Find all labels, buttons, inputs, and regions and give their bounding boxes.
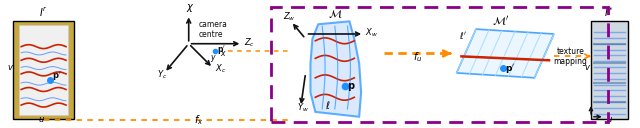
Text: $\ell'$: $\ell'$ bbox=[458, 30, 467, 41]
Text: $\mathbf{p}$: $\mathbf{p}$ bbox=[348, 81, 356, 93]
FancyBboxPatch shape bbox=[591, 21, 628, 119]
Text: $\mathcal{M}'$: $\mathcal{M}'$ bbox=[492, 14, 509, 28]
Text: $u$: $u$ bbox=[38, 115, 45, 124]
Text: $\mathcal{M}$: $\mathcal{M}$ bbox=[328, 8, 342, 20]
Text: camera
centre: camera centre bbox=[198, 19, 227, 39]
Text: $\chi$: $\chi$ bbox=[186, 2, 195, 14]
Text: $Y_c$: $Y_c$ bbox=[157, 69, 167, 81]
Text: $\mathbf{p}'$: $\mathbf{p}'$ bbox=[217, 44, 226, 56]
Text: $\mathbf{p}'$: $\mathbf{p}'$ bbox=[505, 62, 515, 75]
Text: $Y_w$: $Y_w$ bbox=[297, 102, 308, 114]
Text: $Z_w$: $Z_w$ bbox=[283, 10, 296, 23]
Text: $v$: $v$ bbox=[584, 63, 591, 72]
Polygon shape bbox=[456, 29, 554, 78]
Text: $\ell$: $\ell$ bbox=[325, 99, 331, 111]
Text: $Z_c$: $Z_c$ bbox=[244, 37, 255, 49]
Text: $u$: $u$ bbox=[606, 115, 613, 124]
Text: $I^r$: $I^r$ bbox=[39, 6, 48, 19]
Text: $X_c$: $X_c$ bbox=[215, 63, 227, 76]
FancyBboxPatch shape bbox=[13, 21, 74, 119]
Text: $x$: $x$ bbox=[220, 49, 227, 58]
Text: $f_u$: $f_u$ bbox=[413, 50, 422, 64]
Text: $f_x$: $f_x$ bbox=[194, 114, 203, 127]
Text: $\mathbf{p}'$: $\mathbf{p}'$ bbox=[52, 69, 62, 82]
Text: $X_w$: $X_w$ bbox=[365, 27, 378, 39]
Text: $v$: $v$ bbox=[7, 63, 14, 72]
FancyBboxPatch shape bbox=[19, 25, 68, 115]
Text: texture
mapping: texture mapping bbox=[554, 47, 588, 66]
Polygon shape bbox=[310, 21, 361, 117]
Text: $y$: $y$ bbox=[210, 53, 217, 64]
Text: $I^*$: $I^*$ bbox=[604, 6, 614, 19]
